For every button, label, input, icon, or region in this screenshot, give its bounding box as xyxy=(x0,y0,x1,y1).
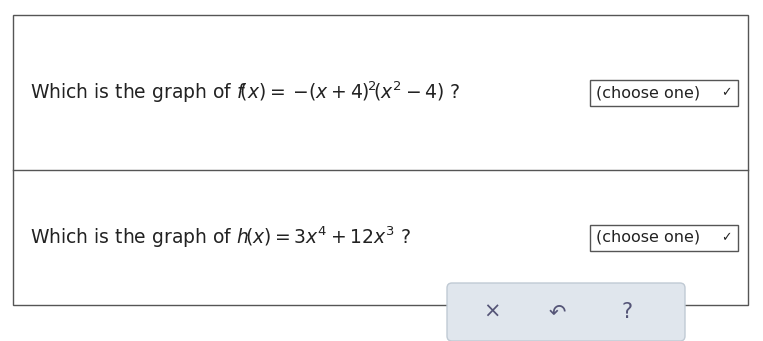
Text: Which is the graph of $f\!\left(x\right) = -\!\left(x + 4\right)^{\!2}\!\left(x^: Which is the graph of $f\!\left(x\right)… xyxy=(30,80,460,105)
FancyBboxPatch shape xyxy=(590,224,738,251)
Text: (choose one): (choose one) xyxy=(596,230,700,245)
Text: ?: ? xyxy=(621,302,633,322)
FancyBboxPatch shape xyxy=(447,283,685,341)
Text: ↶: ↶ xyxy=(549,302,565,322)
FancyBboxPatch shape xyxy=(13,15,748,305)
FancyBboxPatch shape xyxy=(590,79,738,105)
Text: (choose one): (choose one) xyxy=(596,85,700,100)
Text: ✓: ✓ xyxy=(721,86,731,99)
Text: ✓: ✓ xyxy=(721,231,731,244)
Text: Which is the graph of $h\!\left(x\right) = 3x^4 + 12x^3$ ?: Which is the graph of $h\!\left(x\right)… xyxy=(30,225,411,250)
Text: ×: × xyxy=(483,302,501,322)
